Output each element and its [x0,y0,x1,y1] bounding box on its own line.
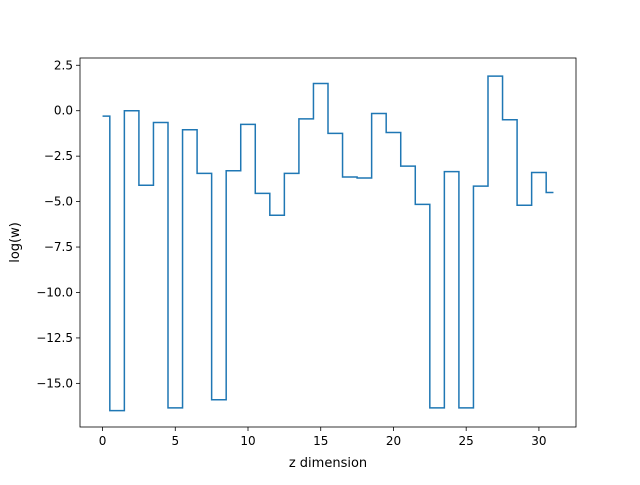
x-tick-label: 5 [171,434,179,448]
x-tick-label: 10 [240,434,255,448]
x-axis-label: z dimension [289,456,367,471]
y-tick-label: −2.5 [44,149,73,163]
x-tick-label: 25 [459,434,474,448]
x-tick-label: 0 [99,434,107,448]
y-axis-label: log(w) [8,222,23,263]
y-tick-label: 0.0 [54,104,73,118]
y-tick-label: −12.5 [36,331,73,345]
y-axis-ticks: 2.5 0.0 −2.5 −5.0 −7.5 −10.0 −12.5 −15.0 [36,58,80,390]
y-tick-label: −10.0 [36,285,73,299]
series-step-line [102,75,554,412]
plot-area [102,75,554,412]
y-tick-label: −7.5 [44,240,73,254]
y-tick-label: −15.0 [36,376,73,390]
y-tick-label: −5.0 [44,195,73,209]
x-axis-ticks: 0 5 10 15 20 25 30 [99,427,547,448]
x-tick-label: 30 [531,434,546,448]
x-tick-label: 15 [313,434,328,448]
axes-frame [79,57,577,428]
x-tick-label: 20 [386,434,401,448]
y-tick-label: 2.5 [54,58,73,72]
